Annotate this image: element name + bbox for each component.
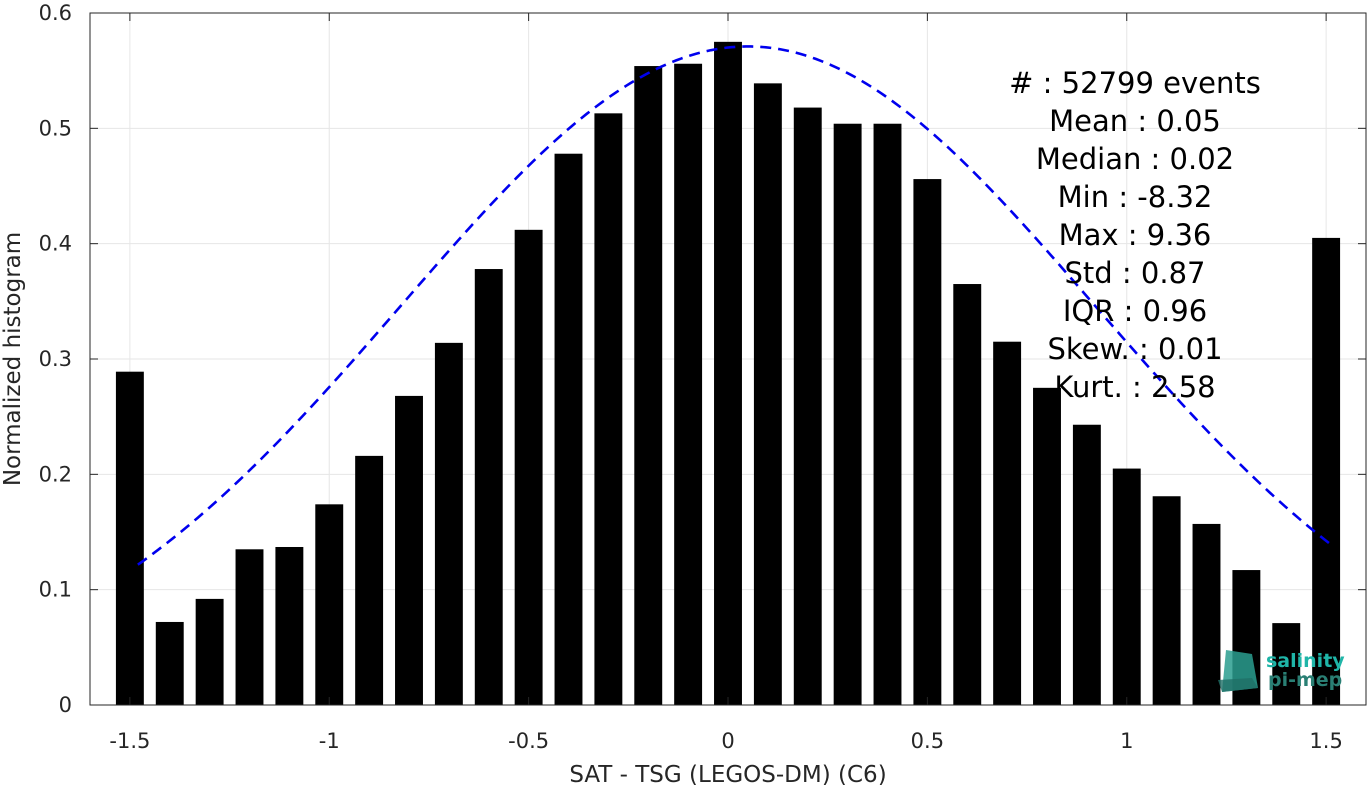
stat-line: Mean : 0.05 xyxy=(1049,104,1221,138)
y-axis-title: Normalized histogram xyxy=(0,232,26,486)
logo-text-pi-mep: pi-mep xyxy=(1268,669,1342,691)
histogram-bar xyxy=(514,229,543,705)
histogram-bar xyxy=(115,371,144,705)
histogram-bar xyxy=(873,123,902,706)
histogram-bar xyxy=(1312,237,1341,705)
histogram-bar xyxy=(355,455,384,705)
y-tick-label: 0.1 xyxy=(39,578,72,602)
histogram-bar xyxy=(714,41,742,706)
x-tick-label: -1 xyxy=(319,729,340,753)
x-axis-ticks: -1.5 -1 -0.5 0 0.5 1 1.5 xyxy=(109,13,1343,753)
histogram-bar xyxy=(275,546,304,705)
histogram-bar xyxy=(674,63,703,706)
histogram-bar xyxy=(793,107,822,705)
histogram-bar xyxy=(315,504,344,705)
stat-line: Std : 0.87 xyxy=(1065,256,1206,290)
histogram-bar xyxy=(155,621,184,705)
x-tick-label: 0.5 xyxy=(911,729,944,753)
salinity-pi-mep-logo: salinity pi-mep xyxy=(1218,650,1345,692)
y-tick-label: 0.4 xyxy=(39,232,72,256)
gaussian-fit-line xyxy=(137,45,1335,566)
y-axis-ticks: 0 0.1 0.2 0.3 0.4 0.5 0.6 xyxy=(39,1,1366,717)
x-tick-label: -1.5 xyxy=(109,729,150,753)
x-axis-title: SAT - TSG (LEGOS-DM) (C6) xyxy=(569,762,886,785)
statistics-box: # : 52799 events Mean : 0.05 Median : 0.02… xyxy=(1009,66,1261,404)
histogram-bar xyxy=(594,113,623,706)
x-tick-label: -0.5 xyxy=(508,729,549,753)
x-tick-label: 1.5 xyxy=(1309,729,1342,753)
x-tick-label: 0 xyxy=(721,729,734,753)
y-tick-label: 0.6 xyxy=(39,1,72,25)
stat-line: Min : -8.32 xyxy=(1058,180,1213,214)
histogram-bar xyxy=(395,395,423,705)
histogram-bar xyxy=(753,83,782,705)
histogram-bar xyxy=(953,284,982,705)
x-tick-label: 1 xyxy=(1120,729,1133,753)
stat-line: Max : 9.36 xyxy=(1059,218,1212,252)
stat-line: # : 52799 events xyxy=(1009,66,1261,100)
logo-cube-shadow-icon xyxy=(1218,678,1258,692)
histogram-bar xyxy=(1152,496,1181,705)
logo-text-salinity: salinity xyxy=(1266,650,1345,672)
histogram-bar xyxy=(1112,468,1141,705)
histogram-bar xyxy=(1033,387,1061,705)
y-tick-label: 0 xyxy=(59,693,72,717)
histogram-bar xyxy=(993,341,1022,705)
bar-series xyxy=(115,41,1341,706)
y-tick-label: 0.2 xyxy=(39,462,72,486)
histogram-bar xyxy=(235,549,264,705)
histogram-bar xyxy=(195,598,224,705)
histogram-bar xyxy=(833,123,862,706)
histogram-bar xyxy=(434,342,463,705)
y-tick-label: 0.5 xyxy=(39,116,72,140)
stat-line: IQR : 0.96 xyxy=(1063,294,1207,328)
histogram-bar xyxy=(474,269,503,705)
histogram-bar xyxy=(913,179,942,705)
histogram-bar xyxy=(1072,424,1101,705)
histogram-bar xyxy=(1272,623,1301,705)
stat-line: Median : 0.02 xyxy=(1036,142,1234,176)
histogram-bar xyxy=(634,66,663,705)
y-tick-label: 0.3 xyxy=(39,347,72,371)
stat-line: Kurt. : 2.58 xyxy=(1054,370,1215,404)
stat-line: Skew. : 0.01 xyxy=(1047,332,1222,366)
histogram-bar xyxy=(554,153,583,705)
histogram-bar xyxy=(1192,523,1221,705)
